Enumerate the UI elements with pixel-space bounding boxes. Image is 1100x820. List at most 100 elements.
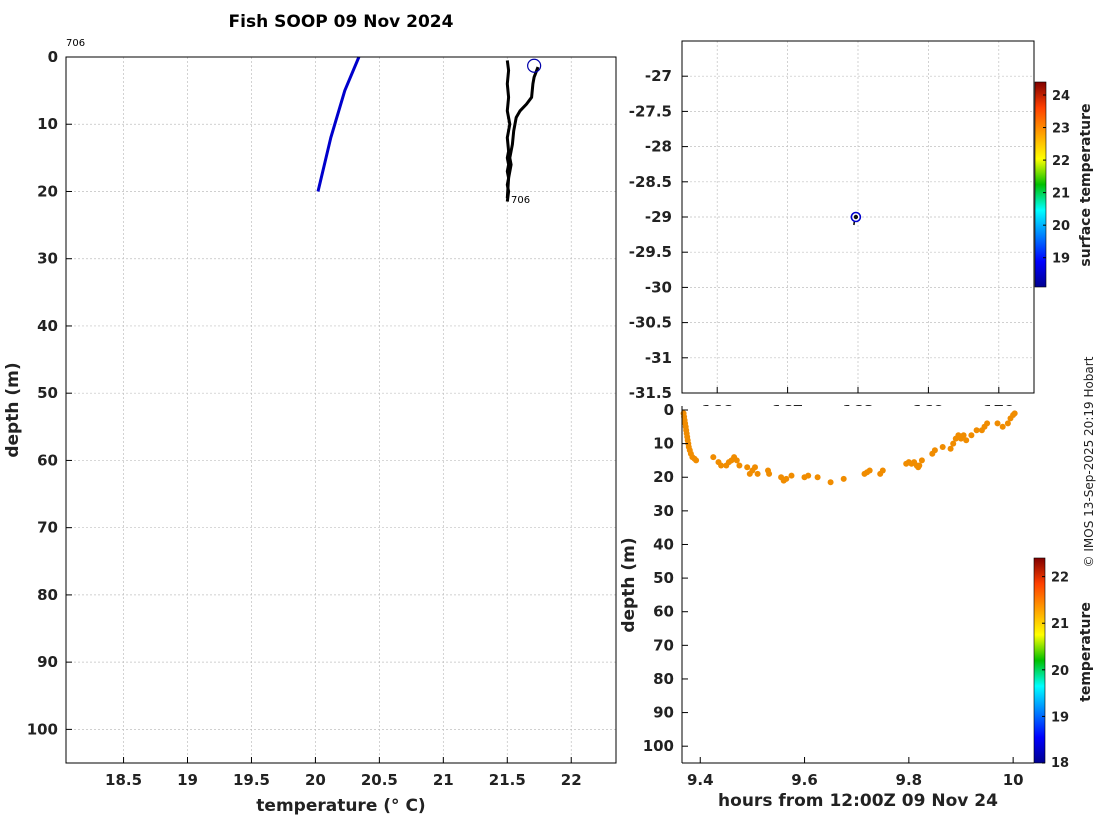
map-y-tick-label: -31.5	[629, 384, 672, 402]
map-y-tick-label: -29.5	[629, 243, 672, 261]
profile-y-tick-label: 40	[37, 317, 58, 335]
profile-plot: 18.5 19 19.5 20 20.5 21 21.5 22 0 10 20 30 40 50 60 70 8…	[3, 38, 617, 816]
track-y-tick-label: 40	[653, 535, 674, 553]
map-ticks: 166167168169170-27-27.5-28-28.5-29-29.5-…	[629, 67, 1015, 420]
profile-x-tick-label: 20	[305, 771, 326, 789]
track-y-tick-label: 10	[653, 435, 674, 453]
profile-y-tick-label: 80	[37, 586, 58, 604]
map-colorbar-ticks: 19 20 21 22 23 24	[1043, 89, 1070, 267]
track-point	[733, 457, 740, 464]
profile-y-tick-label: 100	[27, 720, 58, 738]
track-x-tick-label: 9.4	[687, 771, 714, 789]
track-x-tick-label: 9.6	[791, 771, 818, 789]
profile-y-tick-label: 0	[48, 48, 58, 66]
track-colorbar-tick-label: 18	[1051, 756, 1069, 771]
track-y-tick-label: 30	[653, 502, 674, 520]
map-y-tick-label: -29	[645, 208, 672, 226]
map-y-tick-label: -31	[645, 349, 672, 367]
track-y-tick-label: 0	[664, 401, 674, 419]
track-point	[718, 462, 725, 469]
track-y-tick-label: 90	[653, 704, 674, 722]
profile-x-tick-label: 19	[177, 771, 198, 789]
map-colorbar-tick-label: 22	[1052, 154, 1070, 169]
track-point	[931, 447, 938, 454]
profile-x-tick-label: 20.5	[361, 771, 398, 789]
track-x-axis-label: hours from 12:00Z 09 Nov 24	[718, 791, 998, 811]
map-y-tick-label: -30	[645, 278, 672, 296]
track-colorbar-tick-label: 20	[1051, 664, 1069, 679]
profile-ticks: 18.5 19 19.5 20 20.5 21 21.5 22 0 10 20 30 40 50 60 70 8…	[27, 48, 582, 789]
map-y-tick-label: -27.5	[629, 102, 672, 120]
track-points	[680, 410, 1018, 486]
track-y-tick-label: 60	[653, 603, 674, 621]
track-colorbar-tick-label: 22	[1051, 571, 1069, 586]
track-point	[736, 462, 743, 469]
map-colorbar-tick-label: 20	[1052, 219, 1070, 234]
track-point	[754, 470, 761, 477]
track-point	[947, 445, 954, 452]
track-point	[805, 472, 812, 479]
track-point	[752, 464, 758, 471]
profile-line-current_warm	[505, 66, 540, 199]
map-y-tick-label: -28.5	[629, 173, 672, 191]
map-plot: 166167168169170-27-27.5-28-28.5-29-29.5-…	[629, 40, 1094, 420]
track-y-tick-label: 100	[643, 737, 674, 755]
track-point	[693, 457, 700, 464]
profile-y-tick-label: 10	[37, 115, 58, 133]
profile-x-axis-label: temperature (° C)	[256, 796, 425, 816]
profile-y-axis-label: depth (m)	[3, 362, 23, 457]
map-y-tick-label: -28	[645, 138, 672, 156]
profile-x-tick-label: 21.5	[489, 771, 526, 789]
map-colorbar-tick-label: 19	[1052, 252, 1070, 267]
track-y-tick-label: 80	[653, 670, 674, 688]
track-y-tick-label: 70	[653, 636, 674, 654]
track-point	[994, 420, 1001, 427]
track-x-tick-label: 9.8	[896, 771, 923, 789]
map-colorbar-tick-label: 23	[1052, 122, 1070, 137]
track-point	[827, 479, 834, 486]
track-colorbar	[1033, 557, 1046, 764]
map-y-tick-label: -30.5	[629, 314, 672, 332]
profile-y-tick-label: 30	[37, 250, 58, 268]
profile-frame	[65, 56, 617, 764]
profile-x-tick-label: 22	[561, 771, 582, 789]
profile-y-tick-label: 50	[37, 384, 58, 402]
profile-y-tick-label: 90	[37, 653, 58, 671]
profile-y-tick-label: 70	[37, 519, 58, 537]
track-point	[984, 420, 991, 427]
map-colorbar-tick-label: 21	[1052, 187, 1070, 202]
track-colorbar-label: temperature	[1078, 602, 1094, 702]
map-y-tick-label: -27	[645, 67, 672, 85]
track-point	[1004, 420, 1011, 427]
map-points	[850, 211, 862, 226]
map-colorbar-label: surface temperature	[1078, 103, 1094, 266]
track-point	[968, 432, 975, 439]
profile-line-previous	[316, 56, 361, 192]
track-x-tick-label: 10	[1003, 771, 1024, 789]
profile-y-tick-label: 20	[37, 182, 58, 200]
track-point	[766, 470, 773, 477]
track-point	[783, 475, 790, 482]
track-point	[814, 474, 821, 481]
track-point	[916, 462, 923, 469]
track-point	[1011, 410, 1018, 417]
track-point	[973, 427, 980, 434]
profile-position-marker	[527, 58, 542, 73]
profile-x-tick-label: 18.5	[105, 771, 142, 789]
map-colorbar	[1034, 81, 1047, 288]
track-y-axis-label: depth (m)	[619, 537, 639, 632]
profile-x-tick-label: 19.5	[233, 771, 270, 789]
track-point	[840, 475, 847, 482]
map-colorbar-tick-label: 24	[1052, 89, 1070, 104]
chart-title: Fish SOOP 09 Nov 2024	[229, 12, 454, 32]
track-point	[963, 437, 970, 444]
track-y-tick-label: 20	[653, 468, 674, 486]
track-point	[866, 467, 873, 474]
profile-grid	[66, 56, 616, 763]
track-point	[744, 464, 751, 471]
track-point	[960, 432, 967, 439]
track-point	[879, 467, 886, 474]
